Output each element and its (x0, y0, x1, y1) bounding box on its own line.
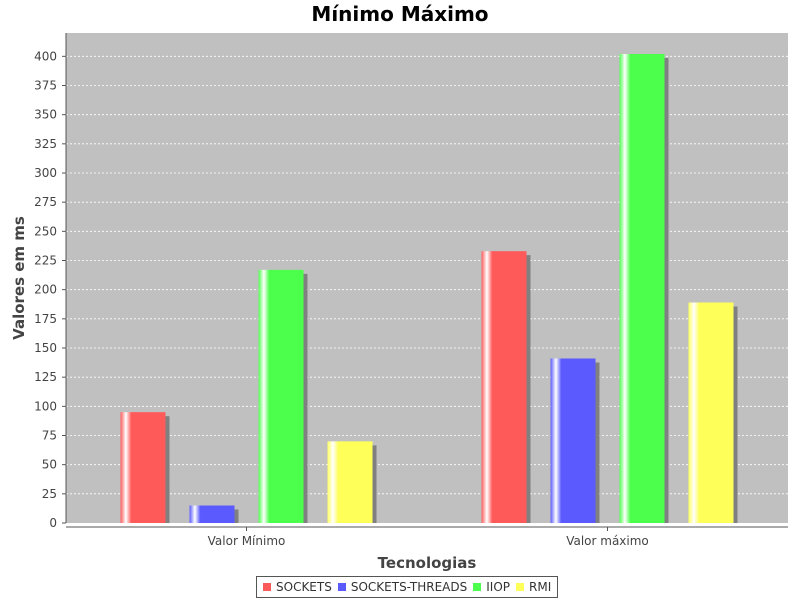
y-tick-label: 325 (34, 137, 57, 151)
plot-area (66, 33, 788, 523)
y-tick-label: 225 (34, 254, 57, 268)
bar (481, 251, 527, 523)
legend-item: SOCKETS (263, 580, 332, 594)
y-tick-label: 300 (34, 166, 57, 180)
legend-label: IIOP (486, 580, 511, 594)
y-tick-label: 275 (34, 195, 57, 209)
x-tick-label: Valor máximo (566, 534, 649, 548)
legend-label: RMI (529, 580, 552, 594)
bar (120, 412, 166, 523)
y-tick-label: 100 (34, 399, 57, 413)
legend-item: RMI (516, 580, 551, 594)
legend-label: SOCKETS (276, 580, 332, 594)
bar (327, 441, 373, 523)
bar (688, 302, 734, 523)
legend-swatch (263, 583, 271, 591)
y-tick-label: 75 (42, 429, 57, 443)
y-tick-label: 250 (34, 224, 57, 238)
bar (550, 358, 596, 523)
x-tick-label: Valor Mínimo (208, 534, 286, 548)
legend-swatch (337, 583, 346, 591)
bar (189, 505, 235, 523)
y-tick-label: 400 (34, 49, 57, 63)
x-tick-labels: Valor Mínimo Valor máximo (208, 527, 649, 548)
bar (619, 54, 665, 523)
legend: SOCKETS SOCKETS-THREADS IIOP RMI (256, 576, 559, 598)
y-tick-labels: 0 25 50 75 100 125 150 175 200 225 250 275 300 325 350… (34, 49, 66, 530)
bar (258, 269, 304, 523)
legend-swatch (473, 583, 482, 591)
y-tick-label: 350 (34, 108, 57, 122)
bars (120, 54, 738, 523)
y-tick-label: 175 (34, 312, 57, 326)
y-tick-label: 50 (42, 458, 57, 472)
y-tick-label: 125 (34, 370, 57, 384)
legend-label: SOCKETS-THREADS (350, 580, 468, 594)
legend-swatch (516, 583, 525, 591)
y-tick-label: 200 (34, 283, 57, 297)
x-axis-label: Tecnologias (378, 554, 477, 572)
chart-title: Mínimo Máximo (311, 2, 489, 26)
y-axis-label: Valores em ms (10, 216, 28, 340)
y-tick-label: 150 (34, 341, 57, 355)
y-tick-label: 25 (42, 487, 57, 501)
y-tick-label: 375 (34, 79, 57, 93)
y-tick-label: 0 (49, 516, 57, 530)
legend-item: IIOP (473, 580, 510, 594)
legend-item: SOCKETS-THREADS (337, 580, 468, 594)
